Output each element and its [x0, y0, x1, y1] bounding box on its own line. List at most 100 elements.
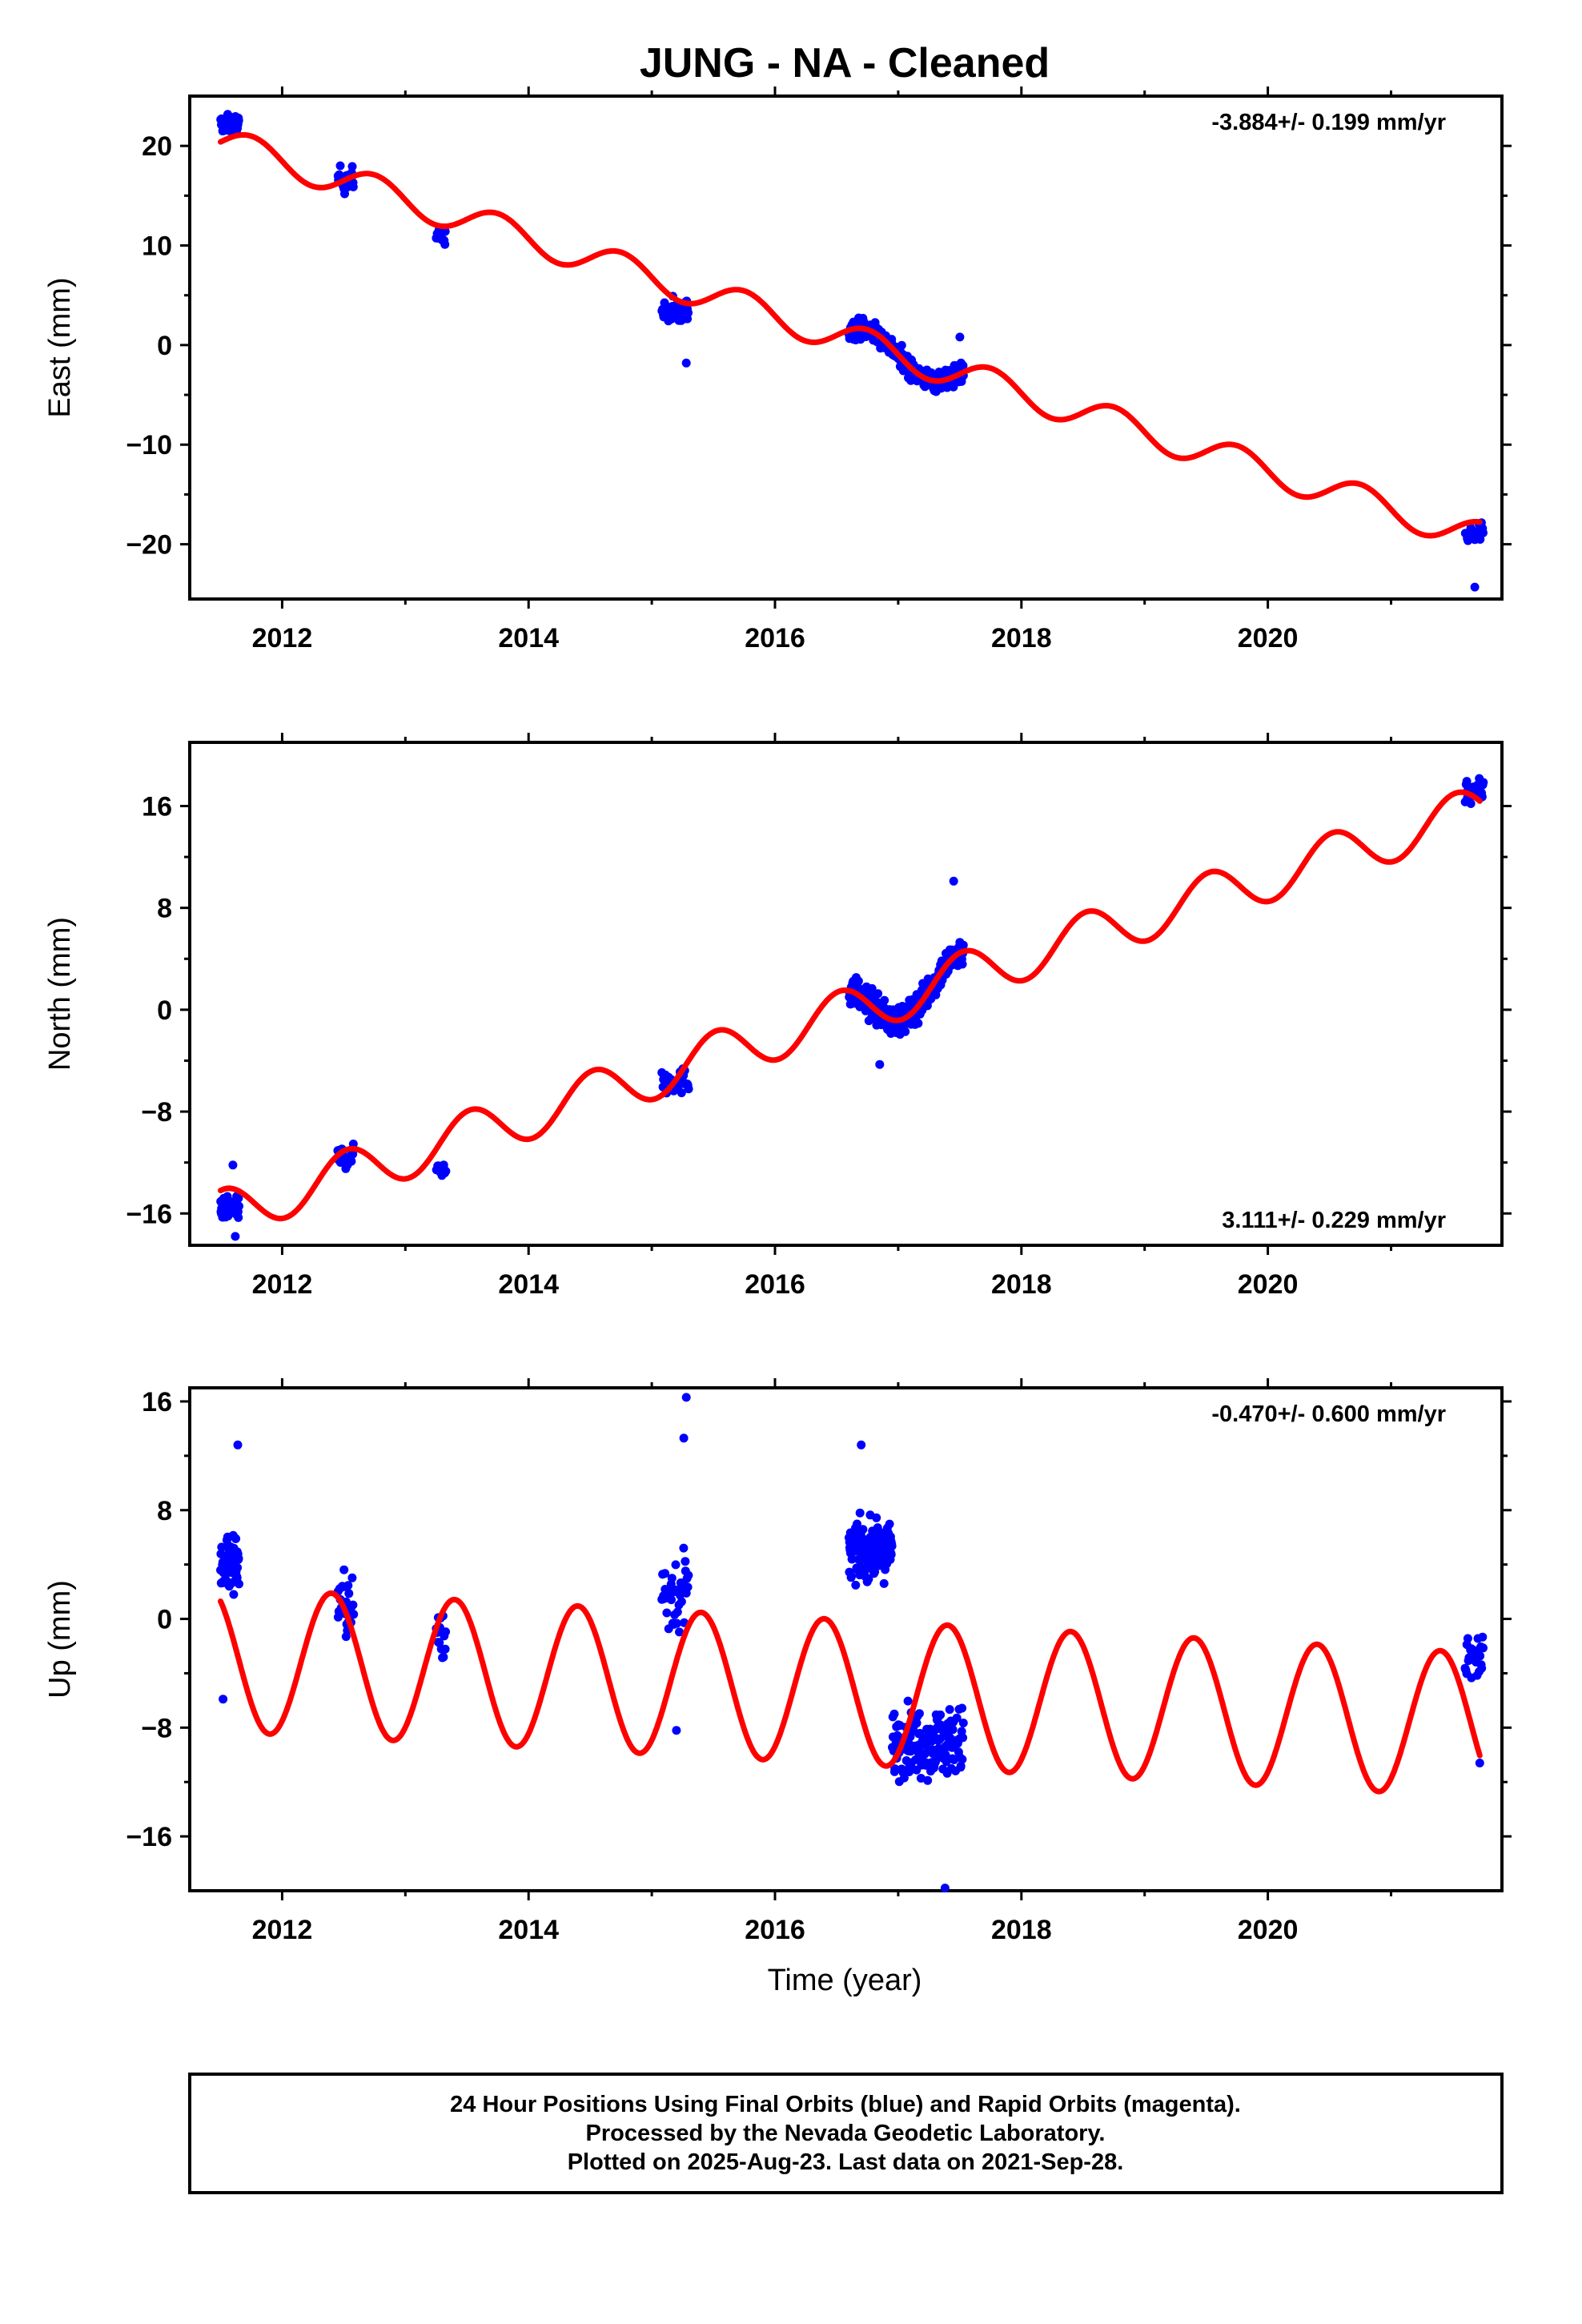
footer-box: 24 Hour Positions Using Final Orbits (bl… — [188, 2073, 1504, 2194]
data-point — [1479, 528, 1488, 537]
data-point — [1476, 535, 1485, 544]
data-point — [348, 182, 358, 191]
data-point — [897, 340, 906, 350]
rate-annotation: -0.470+/- 0.600 mm/yr — [1211, 1401, 1446, 1427]
data-point — [349, 1610, 359, 1619]
data-point — [955, 332, 965, 342]
data-point — [958, 1755, 967, 1764]
x-tick-label: 2020 — [1238, 1269, 1299, 1300]
data-point — [347, 162, 357, 171]
data-point — [234, 1193, 243, 1203]
data-point — [661, 1569, 670, 1578]
data-point — [940, 1884, 950, 1893]
data-point — [228, 1160, 238, 1170]
data-point — [916, 1774, 926, 1783]
north-panel: 2012 2014 2016 2018 2020 16 8 0 −8 −16 North (mm) 3… — [43, 733, 1512, 1300]
data-point — [440, 1644, 450, 1654]
data-points — [216, 774, 1488, 1241]
y-tick-label: 16 — [142, 1387, 172, 1417]
data-point — [231, 1232, 240, 1241]
data-point — [873, 989, 883, 999]
data-point — [875, 1059, 885, 1069]
data-point — [673, 1618, 681, 1628]
rate-annotation: 3.111+/- 0.229 mm/yr — [1222, 1208, 1446, 1233]
plot-frame — [188, 741, 1504, 1247]
data-point — [684, 1084, 693, 1094]
data-point — [335, 161, 345, 171]
data-point — [231, 1534, 241, 1543]
data-point — [945, 1705, 954, 1715]
data-point — [1463, 1634, 1472, 1643]
y-tick-label: 0 — [157, 331, 172, 361]
x-tick-label: 2014 — [498, 1269, 559, 1300]
data-point — [348, 1600, 358, 1610]
data-points — [216, 1393, 1488, 1893]
data-point — [339, 1565, 349, 1574]
data-point — [880, 995, 889, 1005]
data-point — [234, 116, 243, 125]
data-point — [853, 1519, 861, 1529]
data-point — [347, 1573, 357, 1582]
x-tick-label: 2016 — [745, 623, 805, 653]
up-panel: 2012 2014 2016 2018 2020 16 8 0 −8 −16 Up (mm) -0.4… — [43, 1378, 1512, 1945]
data-point — [941, 1750, 950, 1759]
y-tick-label: −16 — [126, 1822, 172, 1852]
data-point — [958, 1733, 968, 1743]
x-axis-label: Time (year) — [768, 1964, 922, 1997]
data-point — [870, 1567, 880, 1577]
data-point — [847, 1571, 856, 1581]
y-tick-label: 0 — [157, 995, 172, 1026]
data-point — [858, 1525, 868, 1534]
data-point — [667, 1574, 677, 1583]
data-point — [440, 239, 450, 249]
data-point — [886, 1550, 896, 1559]
data-point — [234, 1554, 243, 1563]
data-point — [441, 1627, 451, 1637]
x-tick-label: 2012 — [252, 1269, 313, 1300]
data-point — [958, 1703, 967, 1713]
y-tick-label: −20 — [126, 530, 172, 561]
y-tick-label: −8 — [141, 1097, 172, 1128]
data-point — [958, 1719, 968, 1727]
data-point — [952, 1713, 962, 1723]
data-point — [1477, 1663, 1487, 1673]
data-point — [667, 1595, 676, 1605]
data-point — [872, 1513, 881, 1522]
x-tick-label: 2014 — [498, 1915, 559, 1945]
data-point — [1470, 582, 1480, 592]
data-point — [235, 1201, 243, 1211]
data-point — [234, 1212, 243, 1222]
data-point — [679, 1433, 689, 1443]
data-point — [683, 1582, 693, 1592]
data-point — [913, 1019, 923, 1028]
data-point — [684, 308, 693, 318]
model-curve — [218, 789, 1483, 1222]
data-point — [343, 1581, 353, 1590]
data-point — [949, 876, 958, 886]
data-point — [344, 1589, 354, 1598]
data-point — [673, 1607, 682, 1617]
data-point — [847, 1554, 857, 1564]
data-point — [931, 1757, 941, 1767]
data-point — [914, 1709, 924, 1719]
y-tick-label: 20 — [142, 131, 172, 162]
data-point — [347, 1156, 356, 1166]
y-axis-label: North (mm) — [43, 917, 77, 1071]
x-tick-label: 2018 — [991, 1915, 1052, 1945]
y-tick-label: 8 — [157, 1496, 172, 1526]
data-point — [1462, 777, 1472, 786]
data-point — [956, 1761, 966, 1771]
data-point — [1476, 1651, 1485, 1661]
data-point — [672, 1726, 681, 1735]
data-point — [958, 959, 967, 969]
data-point — [855, 1508, 865, 1518]
data-point — [233, 1440, 243, 1449]
x-tick-label: 2016 — [745, 1269, 805, 1300]
data-point — [684, 1570, 693, 1580]
data-point — [217, 1542, 227, 1552]
y-tick-label: −16 — [126, 1199, 172, 1229]
data-point — [677, 1597, 686, 1606]
data-point — [441, 1167, 451, 1176]
data-point — [857, 1440, 866, 1449]
model-curve — [218, 132, 1483, 539]
